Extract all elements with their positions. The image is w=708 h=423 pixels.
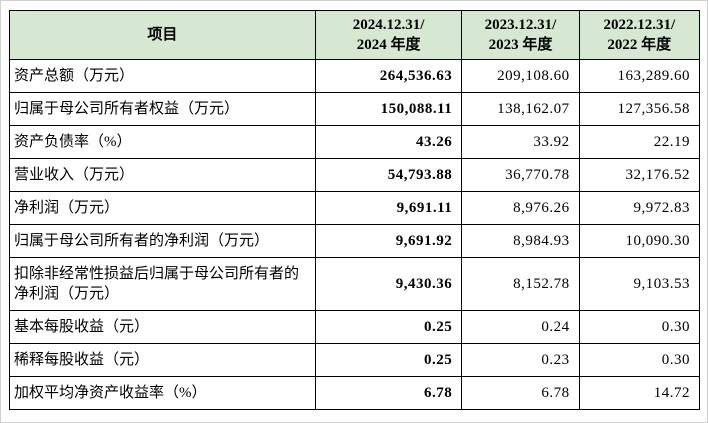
row-label: 归属于母公司所有者权益（万元）	[9, 92, 316, 126]
value-2024: 43.26	[314, 125, 463, 159]
row-label: 加权平均净资产收益率（%）	[9, 376, 316, 410]
table-row-parent-equity: 归属于母公司所有者权益（万元） 150,088.11 138,162.07 12…	[9, 92, 701, 126]
table-row-total-assets: 资产总额（万元） 264,536.63 209,108.60 163,289.6…	[9, 59, 701, 93]
value-2024: 9,691.92	[314, 224, 463, 258]
value-2024: 150,088.11	[314, 92, 463, 126]
header-2024-date: 2024.12.31/	[352, 17, 425, 33]
value-2023: 8,984.93	[461, 224, 580, 258]
table-row-parent-net-profit: 归属于母公司所有者的净利润（万元） 9,691.92 8,984.93 10,0…	[9, 224, 701, 258]
row-label: 资产总额（万元）	[9, 59, 316, 93]
header-2023-year: 2023 年度	[488, 37, 553, 53]
value-2022: 14.72	[578, 376, 701, 410]
header-2022-year: 2022 年度	[607, 37, 672, 53]
value-2023: 138,162.07	[461, 92, 580, 126]
value-2024: 9,430.36	[314, 257, 463, 311]
table-row-revenue: 营业收入（万元） 54,793.88 36,770.78 32,176.52	[9, 158, 701, 192]
row-label: 稀释每股收益（元）	[9, 343, 316, 377]
value-2022: 10,090.30	[578, 224, 701, 258]
table-header-row: 项目 2024.12.31/ 2024 年度 2023.12.31/ 2023 …	[9, 10, 701, 60]
row-label: 扣除非经常性损益后归属于母公司所有者的净利润（万元）	[9, 257, 316, 311]
value-2022: 163,289.60	[578, 59, 701, 93]
value-2023: 6.78	[461, 376, 580, 410]
value-2024: 0.25	[314, 310, 463, 344]
value-2024: 264,536.63	[314, 59, 463, 93]
header-period-2023: 2023.12.31/ 2023 年度	[461, 10, 580, 60]
table-row-basic-eps: 基本每股收益（元） 0.25 0.24 0.30	[9, 310, 701, 344]
value-2023: 0.24	[461, 310, 580, 344]
value-2023: 33.92	[461, 125, 580, 159]
header-2024-year: 2024 年度	[356, 37, 421, 53]
value-2022: 127,356.58	[578, 92, 701, 126]
header-period-2024: 2024.12.31/ 2024 年度	[314, 10, 463, 60]
header-2023-date: 2023.12.31/	[484, 17, 557, 33]
row-label: 归属于母公司所有者的净利润（万元）	[9, 224, 316, 258]
value-2023: 0.23	[461, 343, 580, 377]
financial-summary-table: 项目 2024.12.31/ 2024 年度 2023.12.31/ 2023 …	[9, 10, 701, 410]
row-label: 资产负债率（%）	[9, 125, 316, 159]
value-2023: 36,770.78	[461, 158, 580, 192]
value-2022: 32,176.52	[578, 158, 701, 192]
value-2023: 209,108.60	[461, 59, 580, 93]
value-2022: 0.30	[578, 343, 701, 377]
value-2023: 8,976.26	[461, 191, 580, 225]
header-period-2022: 2022.12.31/ 2022 年度	[578, 10, 701, 60]
table-row-net-profit: 净利润（万元） 9,691.11 8,976.26 9,972.83	[9, 191, 701, 225]
table-row-debt-ratio: 资产负债率（%） 43.26 33.92 22.19	[9, 125, 701, 159]
value-2024: 54,793.88	[314, 158, 463, 192]
value-2022: 0.30	[578, 310, 701, 344]
row-label: 基本每股收益（元）	[9, 310, 316, 344]
value-2022: 22.19	[578, 125, 701, 159]
value-2022: 9,103.53	[578, 257, 701, 311]
value-2024: 6.78	[314, 376, 463, 410]
row-label: 营业收入（万元）	[9, 158, 316, 192]
header-item: 项目	[9, 10, 316, 60]
value-2023: 8,152.78	[461, 257, 580, 311]
value-2024: 0.25	[314, 343, 463, 377]
value-2022: 9,972.83	[578, 191, 701, 225]
value-2024: 9,691.11	[314, 191, 463, 225]
table-row-diluted-eps: 稀释每股收益（元） 0.25 0.23 0.30	[9, 343, 701, 377]
row-label: 净利润（万元）	[9, 191, 316, 225]
header-2022-date: 2022.12.31/	[603, 17, 676, 33]
table-row-weighted-avg-roe: 加权平均净资产收益率（%） 6.78 6.78 14.72	[9, 376, 701, 410]
table-row-net-profit-after-nonrecurring: 扣除非经常性损益后归属于母公司所有者的净利润（万元） 9,430.36 8,15…	[9, 257, 701, 311]
